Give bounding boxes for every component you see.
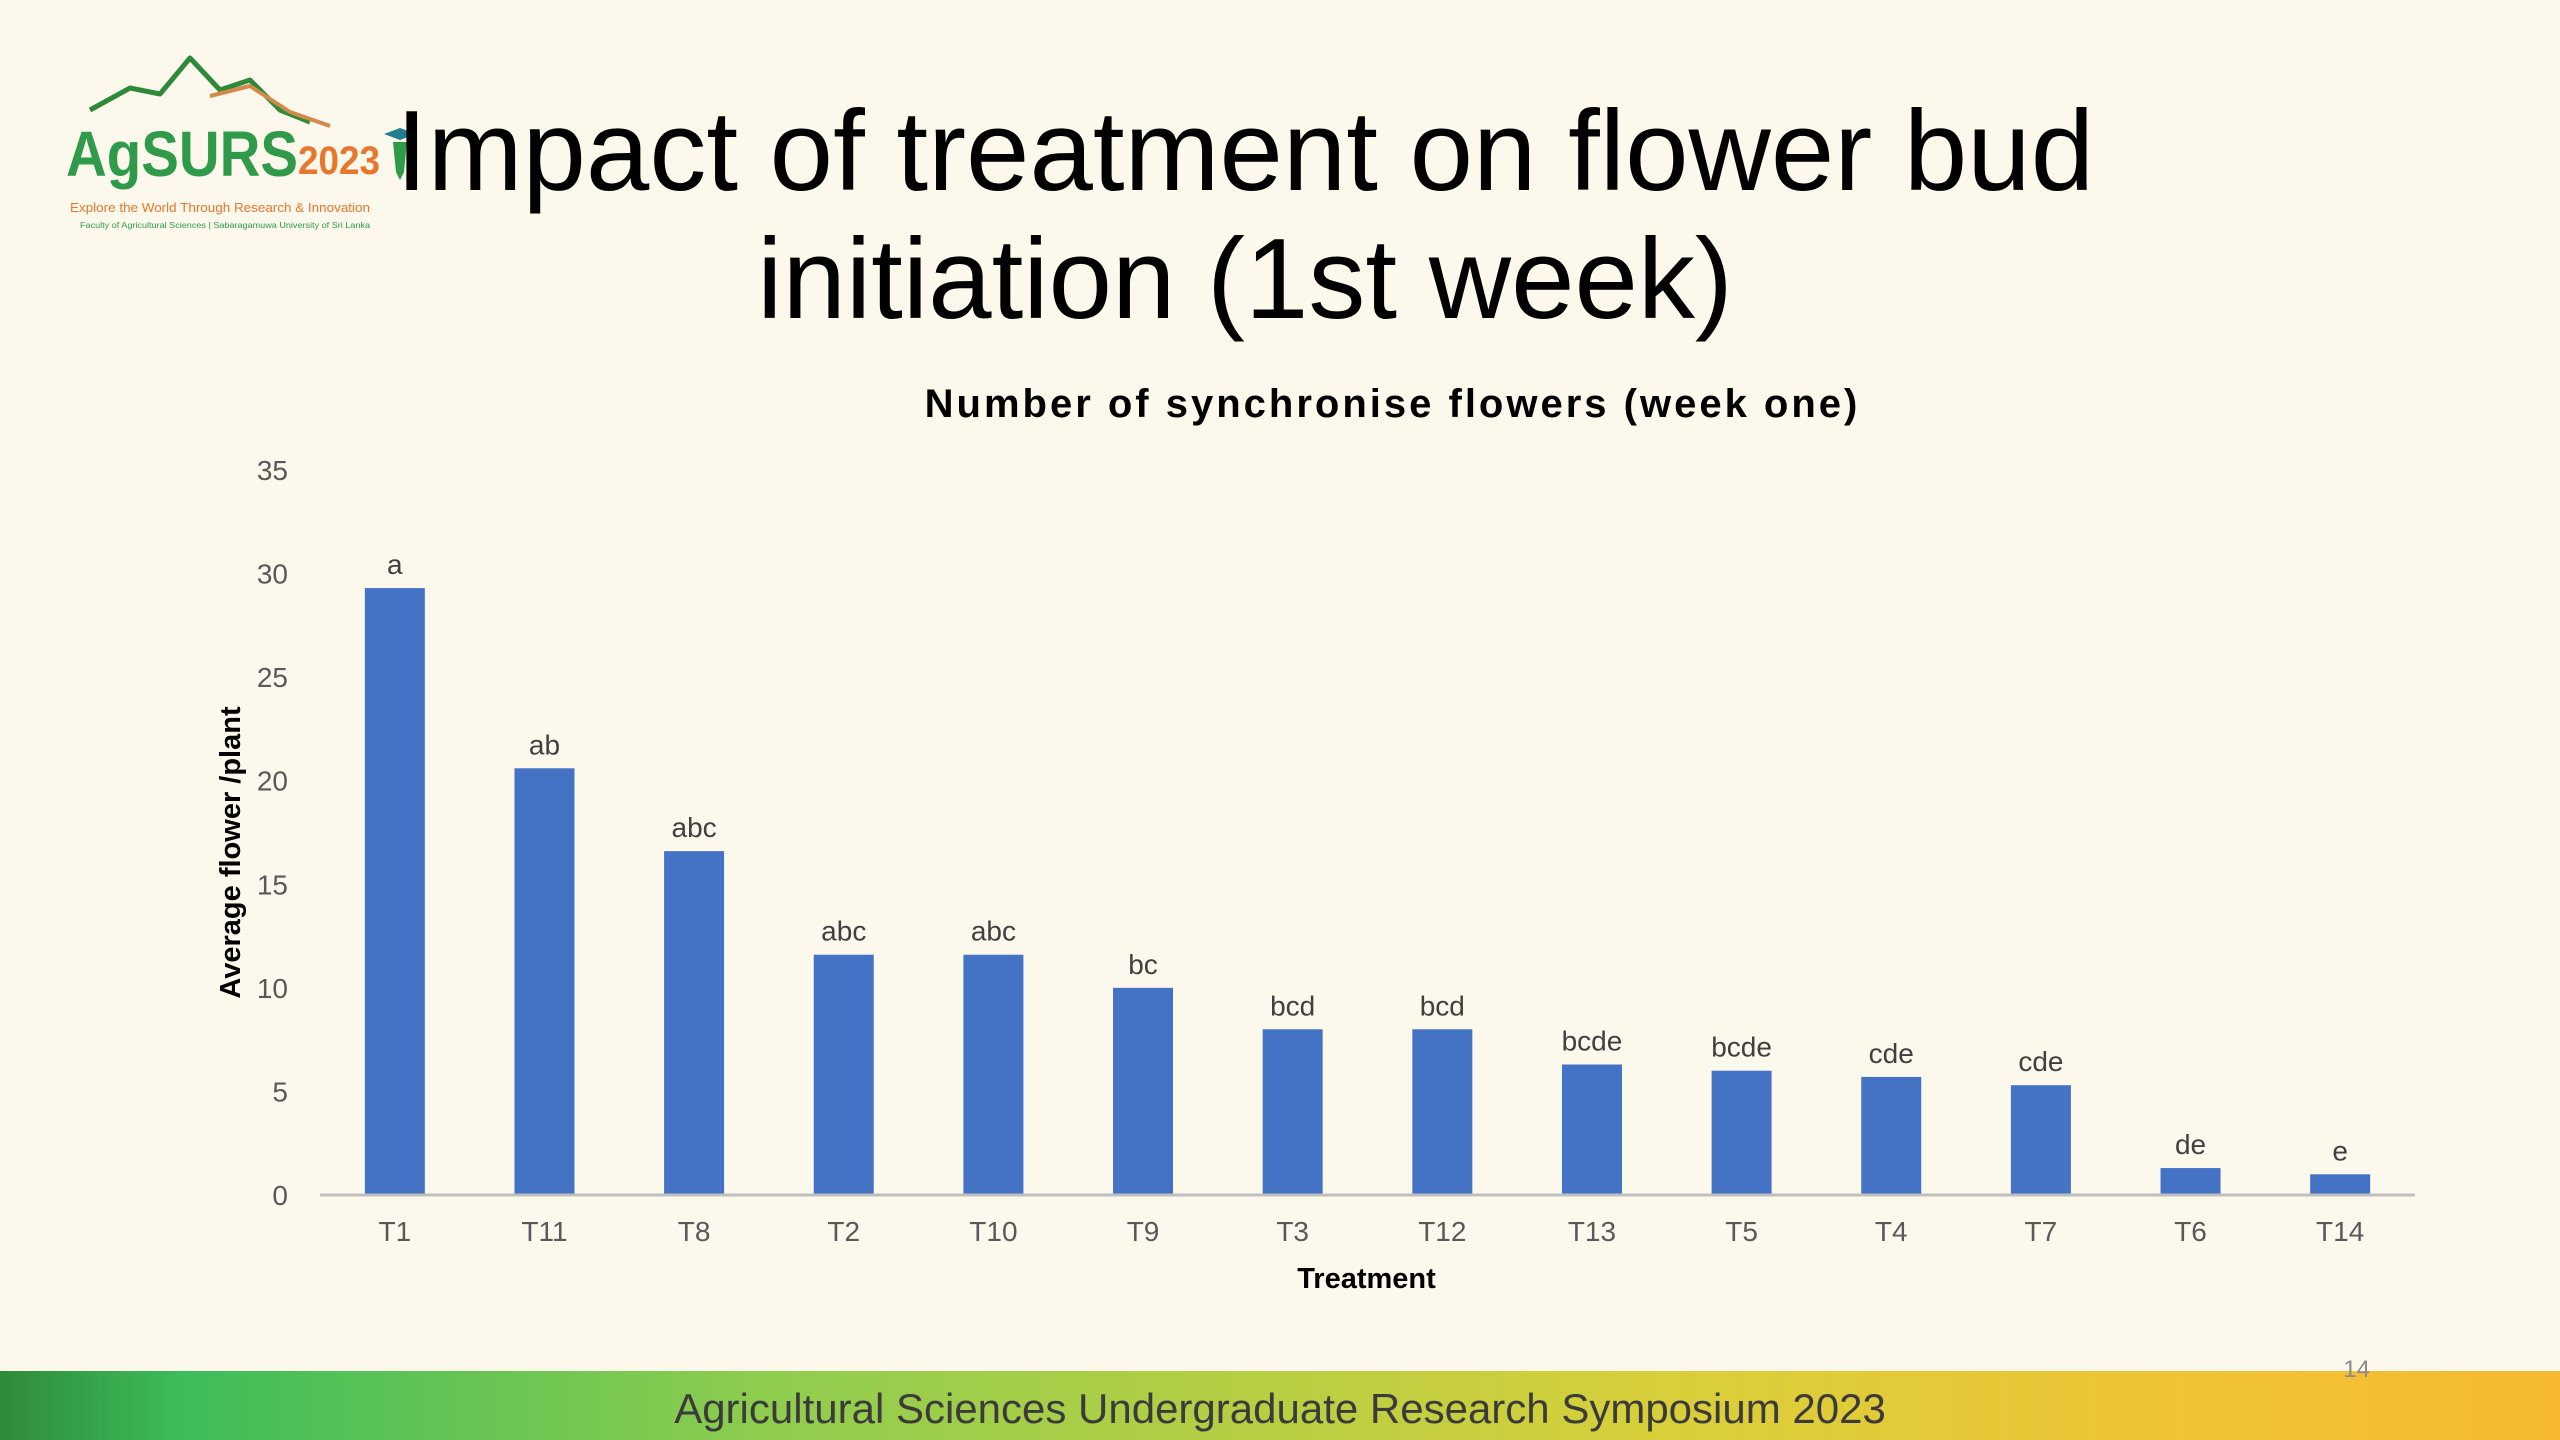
y-tick-label: 15 xyxy=(257,869,288,900)
x-tick-label: T1 xyxy=(378,1216,411,1247)
y-tick-label: 35 xyxy=(257,455,288,486)
bar xyxy=(1861,1076,1922,1195)
x-tick-label: T8 xyxy=(678,1216,711,1247)
data-label: abc xyxy=(821,916,866,947)
bar xyxy=(1711,1070,1772,1195)
bar xyxy=(963,954,1024,1195)
x-tick-label: T7 xyxy=(2025,1216,2058,1247)
logo-mountains xyxy=(88,55,311,125)
bar xyxy=(813,954,874,1195)
bar xyxy=(1262,1029,1323,1195)
slide-title: Impact of treatment on flower bud initia… xyxy=(395,88,2095,343)
bar xyxy=(1113,987,1174,1195)
bar xyxy=(664,851,725,1195)
x-tick-label: T4 xyxy=(1875,1216,1908,1247)
logo-mountain-accent xyxy=(209,84,331,128)
x-tick-label: T10 xyxy=(969,1216,1017,1247)
y-tick-label: 0 xyxy=(272,1180,288,1211)
bar xyxy=(2310,1174,2371,1195)
data-label: bc xyxy=(1128,949,1158,980)
bar xyxy=(2010,1085,2071,1195)
footer-text: Agricultural Sciences Undergraduate Rese… xyxy=(674,1385,1886,1432)
y-tick-label: 25 xyxy=(257,662,288,693)
y-axis-label: Average flower /plant xyxy=(215,706,247,999)
x-tick-label: T11 xyxy=(521,1216,567,1247)
bar xyxy=(1561,1064,1622,1195)
data-label: e xyxy=(2332,1135,2348,1166)
agsurs-logo: AgSURS 2023 Explore the World Through Re… xyxy=(66,55,416,230)
bar xyxy=(2160,1168,2221,1195)
x-tick-label: T3 xyxy=(1276,1216,1309,1247)
data-label: ab xyxy=(529,729,560,760)
x-tick-label: T12 xyxy=(1418,1216,1466,1247)
x-axis-label: Treatment xyxy=(1297,1263,1436,1295)
footer-banner xyxy=(0,1371,2560,1440)
x-tick-label: T14 xyxy=(2316,1216,2364,1247)
logo-pen-icon xyxy=(384,128,416,180)
y-tick-label: 20 xyxy=(257,766,288,797)
bar xyxy=(514,768,575,1195)
logo-affiliation: Faculty of Agricultural Sciences | Sabar… xyxy=(80,221,371,230)
data-label: bcde xyxy=(1562,1026,1623,1057)
data-label: bcd xyxy=(1420,990,1465,1021)
x-tick-label: T9 xyxy=(1127,1216,1160,1247)
chart-title: Number of synchronise flowers (week one) xyxy=(925,382,1861,426)
y-tick-label: 10 xyxy=(257,973,288,1004)
data-label: bcde xyxy=(1711,1032,1772,1063)
logo-year: 2023 xyxy=(298,139,380,183)
page-number: 14 xyxy=(2343,1356,2370,1383)
x-tick-label: T6 xyxy=(2174,1216,2207,1247)
bar-chart: Number of synchronise flowers (week one)… xyxy=(215,382,2415,1295)
data-label: a xyxy=(387,549,403,580)
bar xyxy=(364,588,425,1195)
data-label: cde xyxy=(1869,1038,1914,1069)
data-label: abc xyxy=(672,812,717,843)
bar xyxy=(1412,1029,1473,1195)
x-tick-label: T13 xyxy=(1568,1216,1616,1247)
data-label: abc xyxy=(971,916,1016,947)
y-tick-label: 30 xyxy=(257,559,288,590)
x-tick-label: T5 xyxy=(1725,1216,1758,1247)
x-tick-label: T2 xyxy=(827,1216,860,1247)
data-label: cde xyxy=(2018,1046,2063,1077)
logo-name: AgSURS xyxy=(66,118,298,190)
data-label: de xyxy=(2175,1129,2206,1160)
y-tick-label: 5 xyxy=(272,1076,288,1107)
logo-tagline: Explore the World Through Research & Inn… xyxy=(70,200,370,215)
data-label: bcd xyxy=(1270,990,1315,1021)
